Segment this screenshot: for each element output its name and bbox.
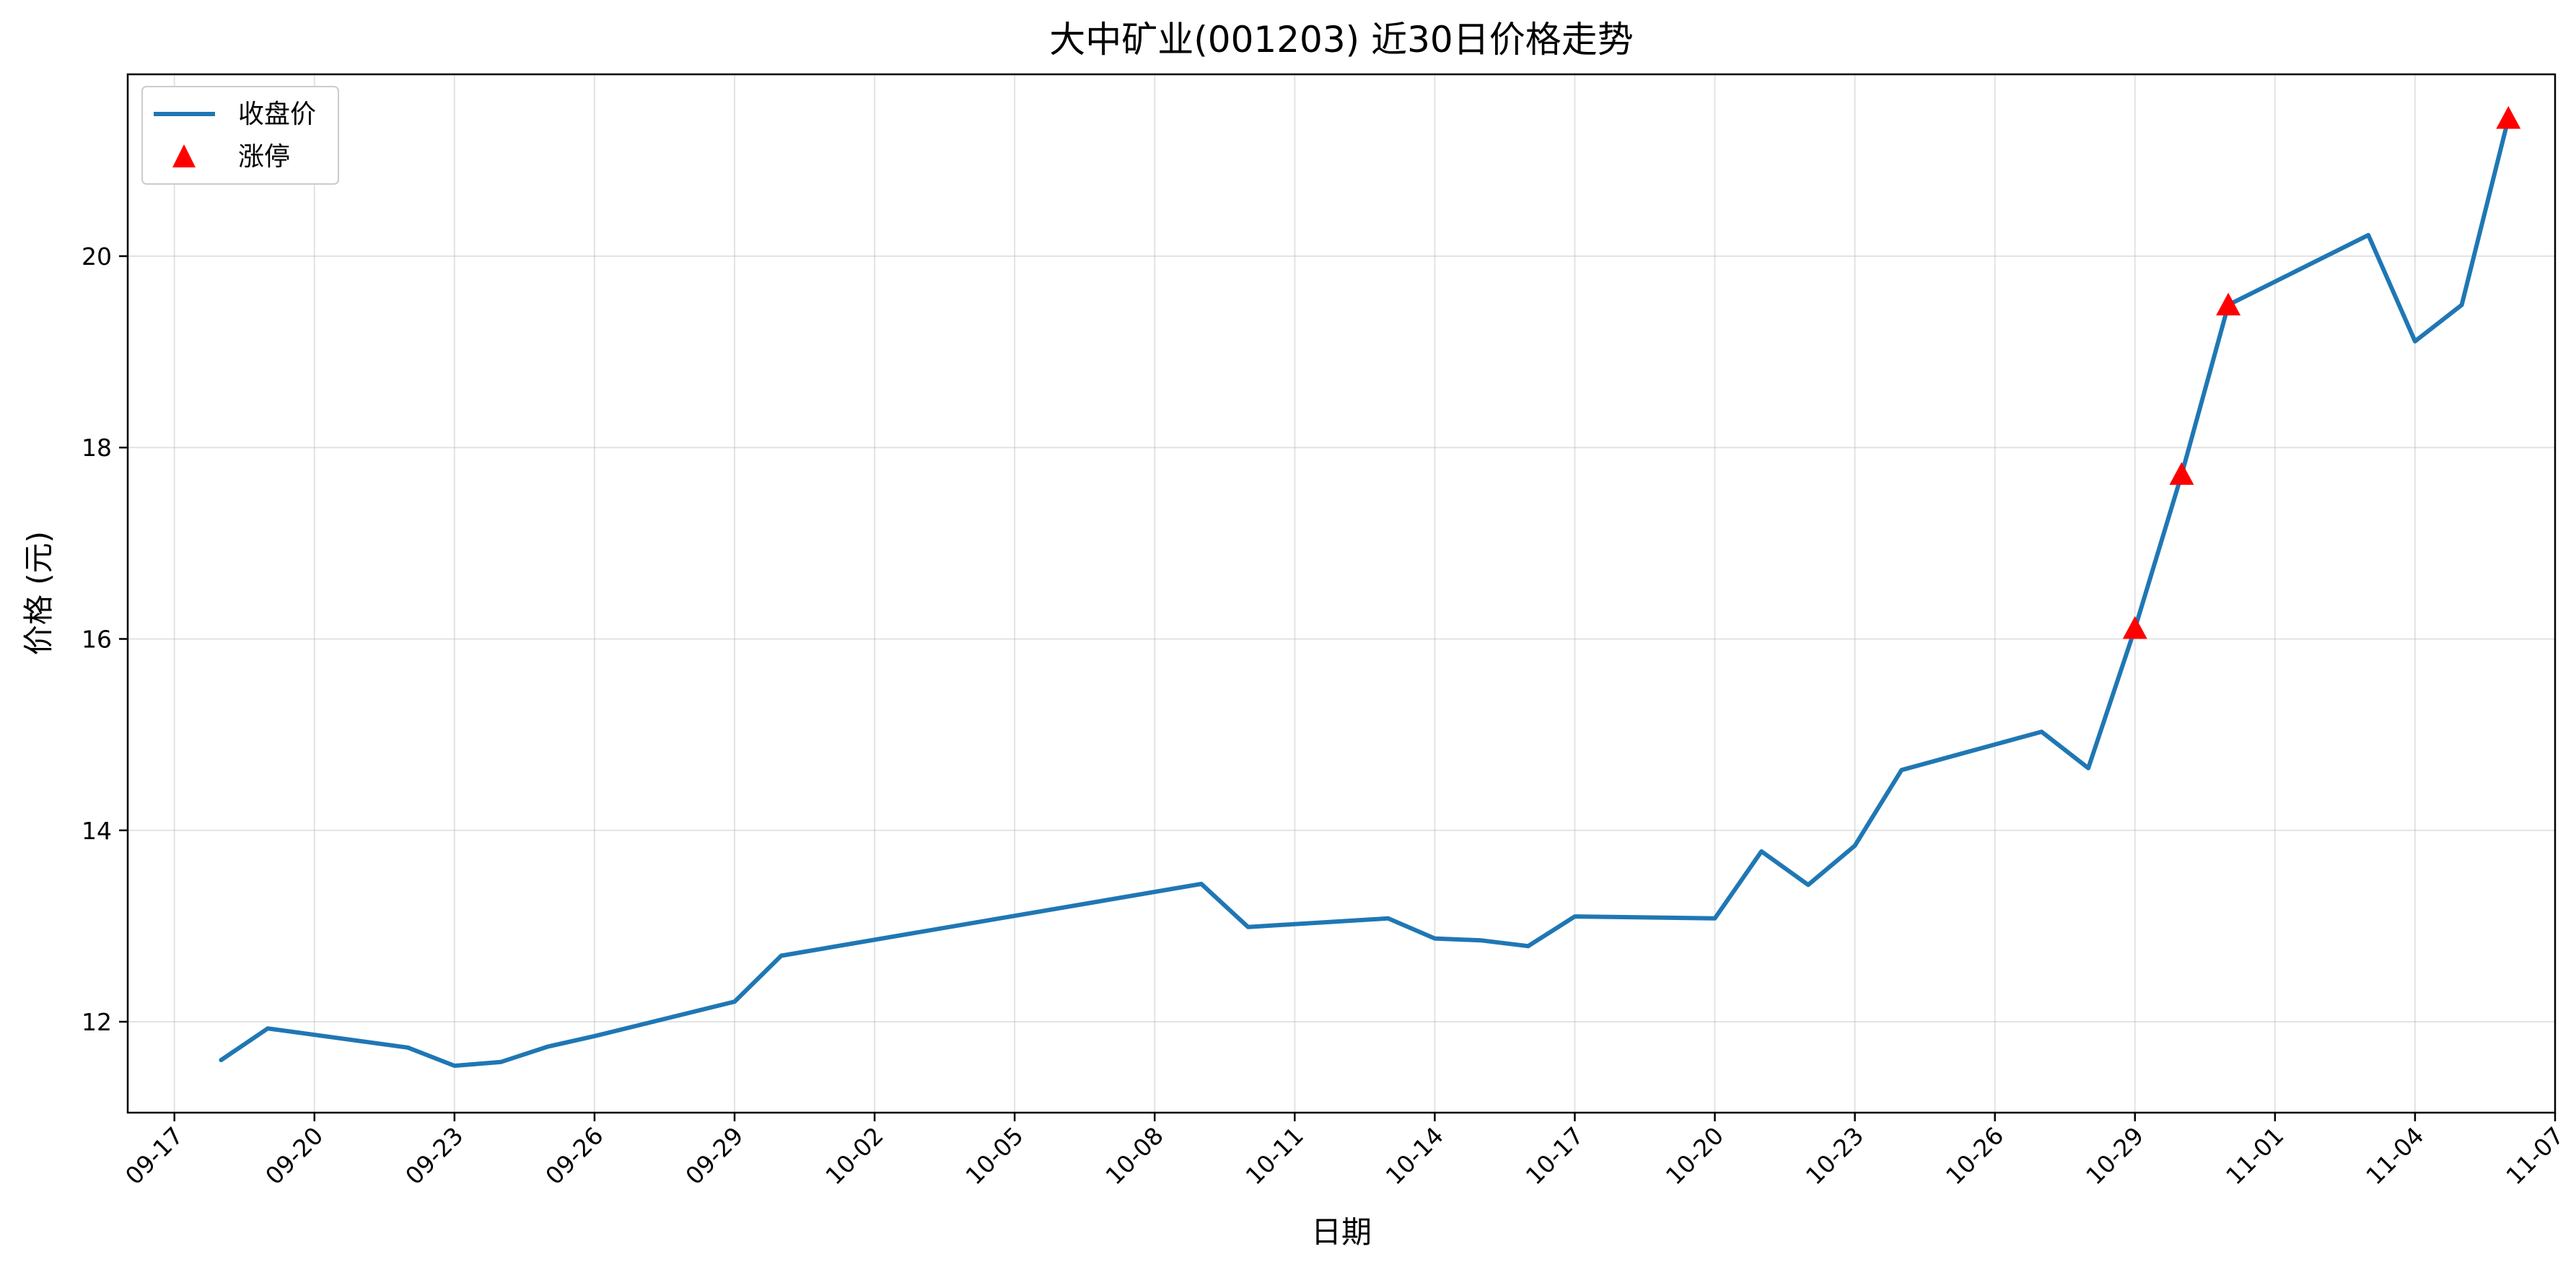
plot-frame [126, 73, 2557, 1114]
limit-up-marker [2122, 615, 2147, 639]
x-axis-label: 日期 [1311, 1214, 1372, 1250]
legend-triangle-swatch [172, 144, 196, 167]
y-tick-label: 20 [82, 242, 112, 271]
y-axis-ticks: 12 14 16 18 20 [82, 242, 128, 1036]
marker-layer [2122, 106, 2521, 639]
legend-label-close: 收盘价 [238, 100, 316, 129]
series-layer [219, 116, 2511, 1068]
y-tick-label: 18 [82, 434, 112, 462]
legend: 收盘价 涨停 [141, 86, 339, 185]
legend-label-limit-up: 涨停 [238, 142, 290, 172]
y-axis-label: 价格 (元) [21, 531, 56, 655]
close-price-line [219, 116, 2511, 1068]
y-tick-label: 14 [82, 817, 112, 845]
chart-title: 大中矿业(001203) 近30日价格走势 [1049, 19, 1633, 61]
limit-up-marker [2169, 462, 2194, 485]
limit-up-marker [2216, 292, 2241, 316]
y-tick-label: 12 [82, 1008, 112, 1036]
y-tick-label: 16 [82, 625, 112, 653]
limit-up-marker [2496, 106, 2521, 129]
